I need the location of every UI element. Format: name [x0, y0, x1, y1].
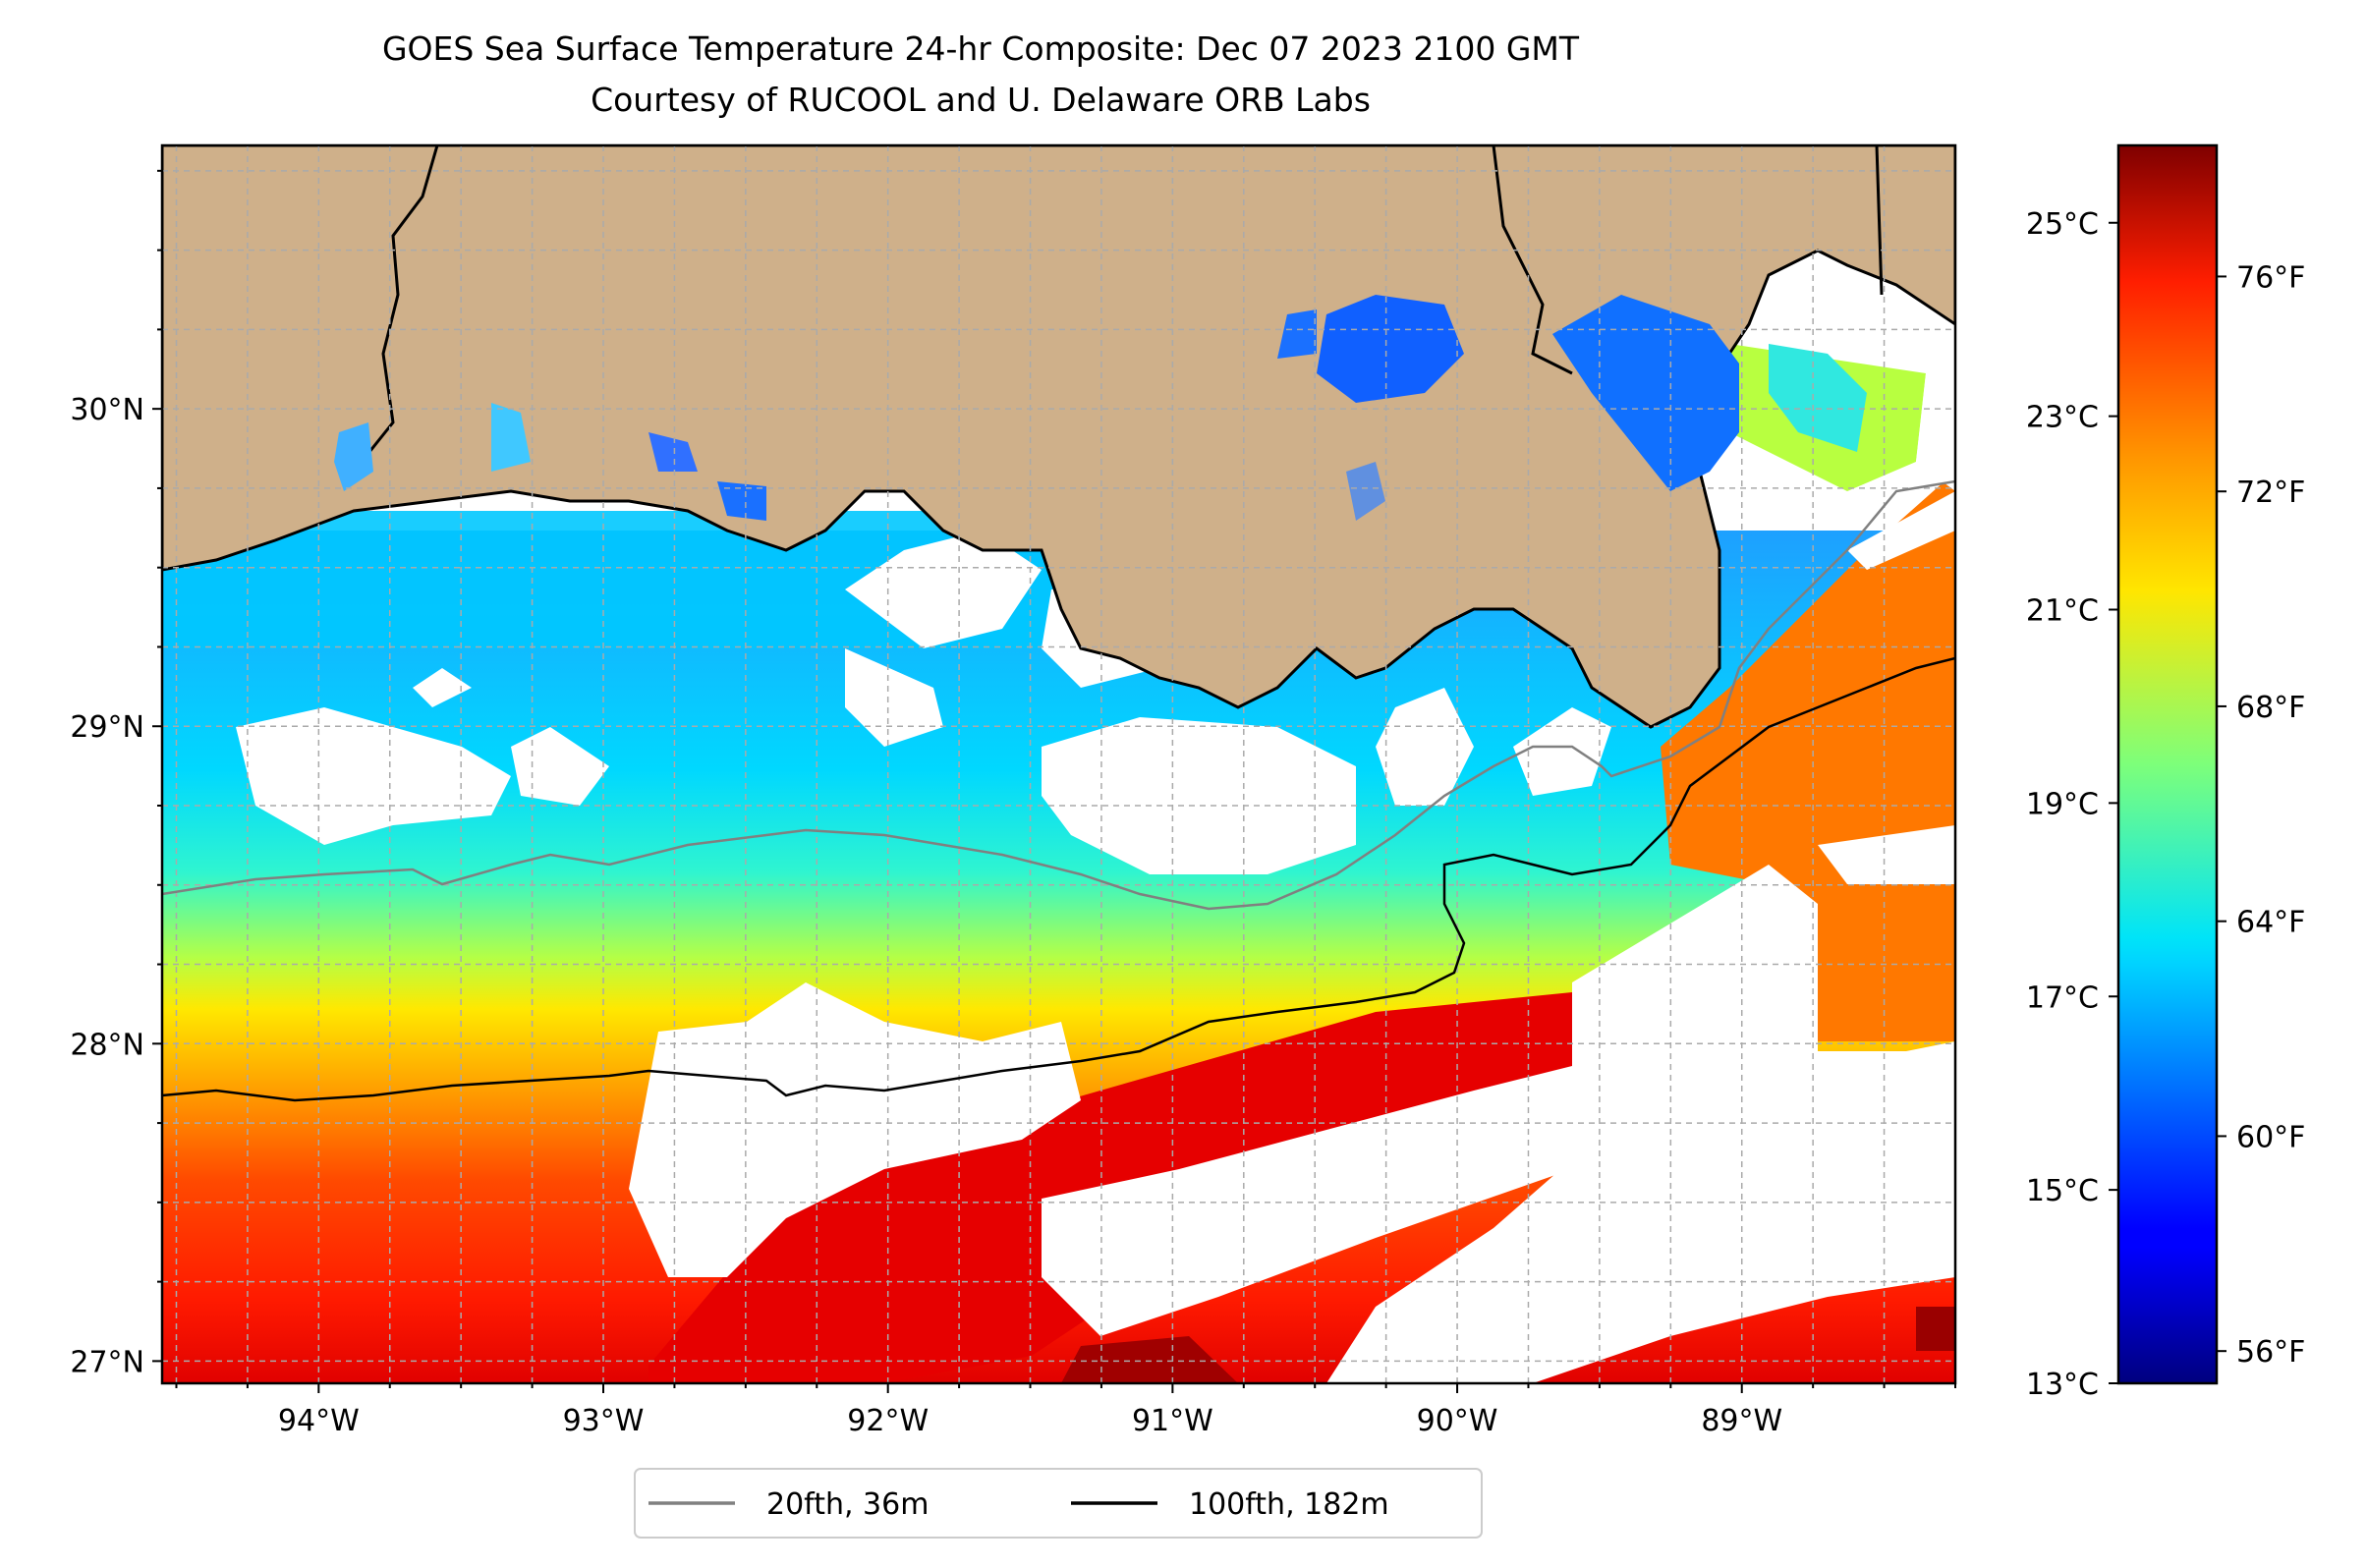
colorbar-celsius-label: 25°C	[2026, 207, 2099, 242]
colorbar-celsius-ticks: 25°C 23°C 21°C 19°C 17°C 15°C 13°C	[2026, 207, 2118, 1402]
lon-tick-label: 89°W	[1701, 1404, 1782, 1438]
map-axes	[162, 145, 1955, 1383]
legend: 20fth, 36m 100fth, 182m	[634, 1468, 1483, 1539]
legend-label-100fth: 100fth, 182m	[1189, 1487, 1389, 1522]
colorbar-fahrenheit-label: 64°F	[2236, 906, 2305, 940]
colorbar-celsius-label: 19°C	[2026, 787, 2099, 821]
lon-tick-label: 90°W	[1417, 1404, 1498, 1438]
legend-box	[634, 1468, 1483, 1539]
lat-tick-label: 30°N	[70, 393, 144, 427]
colorbar-fahrenheit-label: 68°F	[2236, 691, 2305, 725]
colorbar-gradient	[2116, 143, 2219, 1385]
colorbar-fahrenheit-label: 56°F	[2236, 1335, 2305, 1370]
isobath-100fth	[162, 656, 1955, 1102]
colorbar-celsius-label: 13°C	[2026, 1368, 2099, 1402]
colorbar-celsius-label: 17°C	[2026, 980, 2099, 1015]
lon-tick-label: 93°W	[563, 1404, 645, 1438]
sst-hot-spot	[1061, 1336, 1238, 1383]
map-subtitle: Courtesy of RUCOOL and U. Delaware ORB L…	[591, 81, 1371, 119]
map-title: GOES Sea Surface Temperature 24-hr Compo…	[381, 29, 1580, 68]
colorbar-celsius-label: 23°C	[2026, 401, 2099, 435]
colorbar-fahrenheit-label: 72°F	[2236, 476, 2305, 510]
lat-tick-label: 28°N	[70, 1028, 144, 1062]
map-gridlines	[162, 145, 1955, 1383]
lat-tick-label: 27°N	[70, 1345, 144, 1379]
sst-hot-spot-east	[1916, 1307, 1955, 1351]
colorbar-fahrenheit-label: 60°F	[2236, 1120, 2305, 1154]
legend-label-20fth: 20fth, 36m	[766, 1487, 929, 1522]
colorbar-fahrenheit-label: 76°F	[2236, 260, 2305, 295]
sst-east-warm-region	[1661, 472, 1955, 1041]
state-border-west	[352, 145, 439, 473]
lon-axis: 94°W 93°W 92°W 91°W 90°W 89°W	[175, 1383, 1956, 1438]
colorbar-celsius-label: 15°C	[2026, 1174, 2099, 1208]
lat-axis: 30°N 29°N 28°N 27°N	[70, 169, 162, 1379]
lat-tick-label: 29°N	[70, 710, 144, 745]
lon-tick-label: 92°W	[847, 1404, 929, 1438]
colorbar: 25°C 23°C 21°C 19°C 17°C 15°C 13°C 76°F 72°F 68°…	[2026, 143, 2305, 1402]
colorbar-fahrenheit-ticks: 76°F 72°F 68°F 64°F 60°F 56°F	[2217, 260, 2305, 1370]
isobath-20fth	[162, 479, 1955, 911]
lon-tick-label: 94°W	[278, 1404, 360, 1438]
state-border-east	[1492, 145, 1573, 375]
state-border-north	[1875, 145, 1884, 296]
lon-tick-label: 91°W	[1132, 1404, 1213, 1438]
map-frame	[160, 143, 1957, 1385]
colorbar-celsius-label: 21°C	[2026, 594, 2099, 629]
